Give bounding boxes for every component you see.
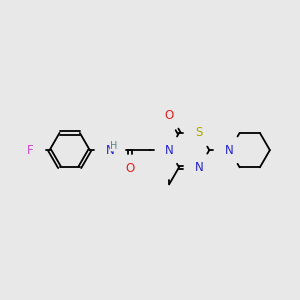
Text: O: O (125, 162, 135, 176)
Text: N: N (106, 144, 115, 157)
Text: N: N (225, 144, 234, 157)
Text: S: S (196, 126, 203, 140)
Text: N: N (195, 161, 204, 174)
Text: N: N (165, 144, 173, 157)
Text: O: O (164, 109, 174, 122)
Text: F: F (27, 144, 34, 157)
Text: H: H (110, 141, 117, 151)
